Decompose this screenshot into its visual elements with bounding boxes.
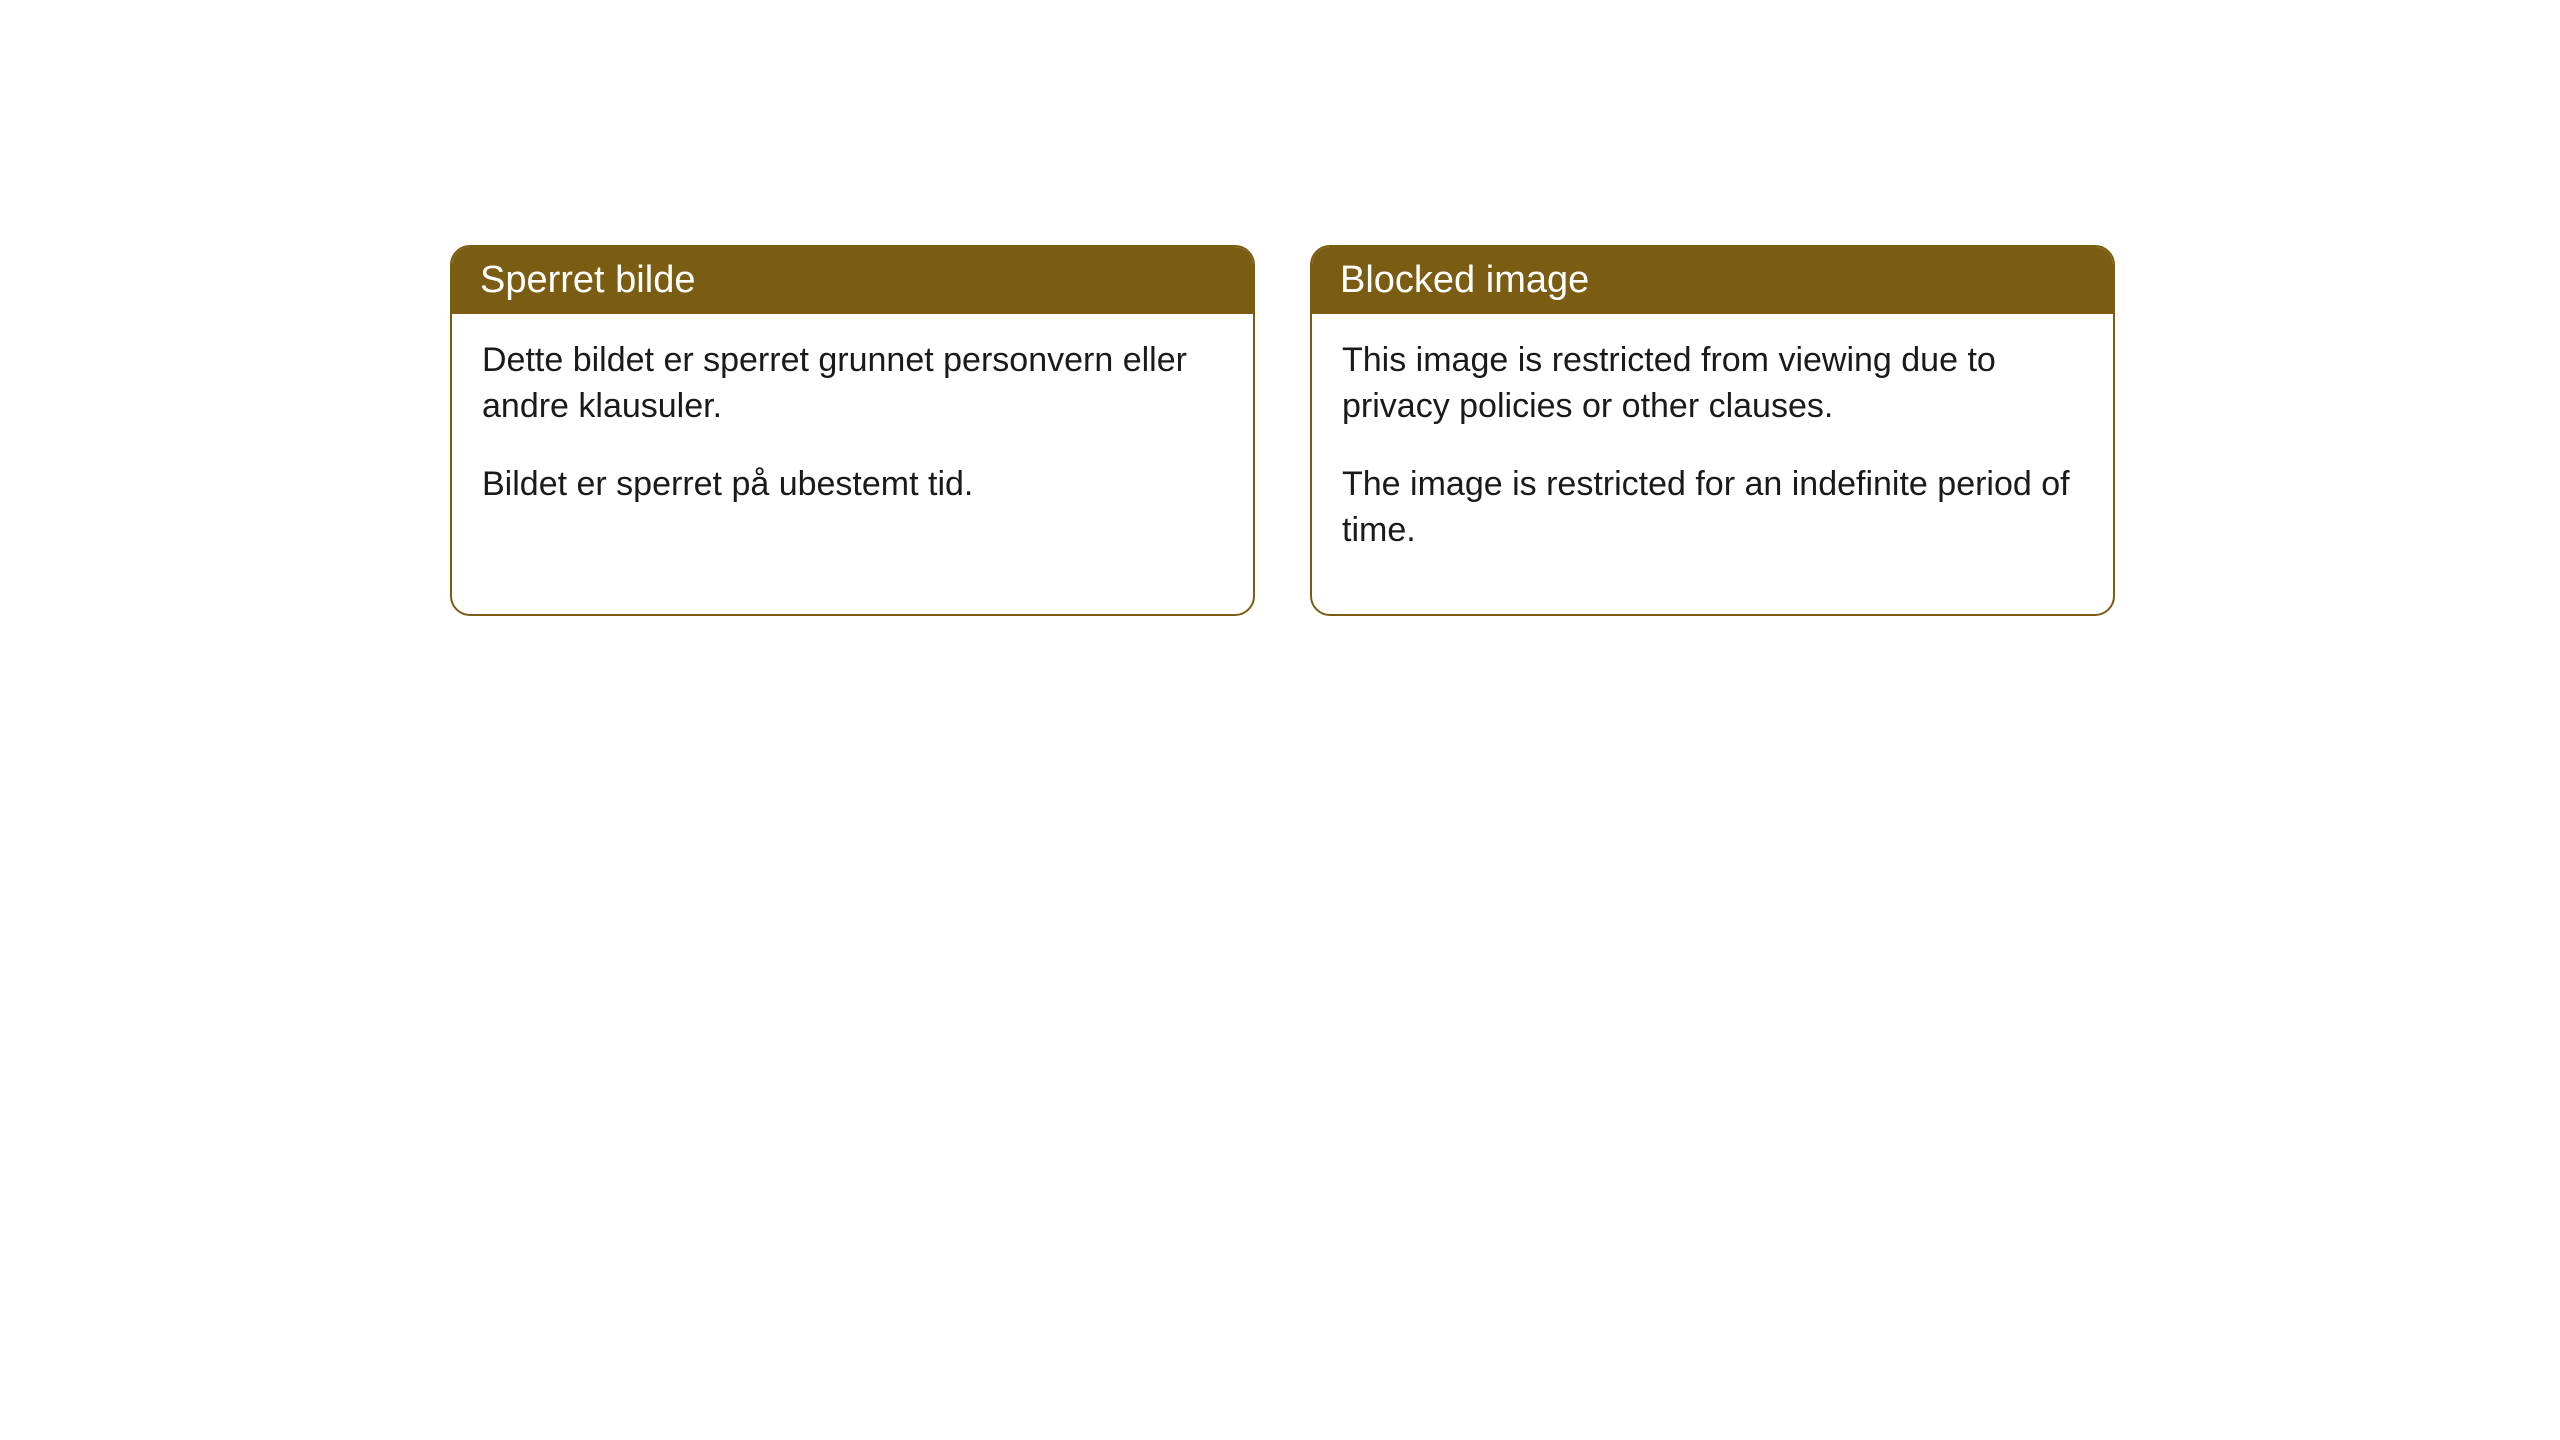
- cards-container: Sperret bilde Dette bildet er sperret gr…: [450, 245, 2115, 616]
- card-paragraph: Dette bildet er sperret grunnet personve…: [482, 338, 1223, 430]
- info-card-norwegian: Sperret bilde Dette bildet er sperret gr…: [450, 245, 1255, 616]
- card-header: Sperret bilde: [452, 247, 1253, 314]
- card-body: Dette bildet er sperret grunnet personve…: [452, 314, 1253, 568]
- card-title: Sperret bilde: [480, 259, 695, 301]
- card-body: This image is restricted from viewing du…: [1312, 314, 2113, 614]
- card-paragraph: Bildet er sperret på ubestemt tid.: [482, 462, 1223, 508]
- card-paragraph: The image is restricted for an indefinit…: [1342, 462, 2083, 554]
- info-card-english: Blocked image This image is restricted f…: [1310, 245, 2115, 616]
- card-header: Blocked image: [1312, 247, 2113, 314]
- card-title: Blocked image: [1340, 259, 1589, 301]
- card-paragraph: This image is restricted from viewing du…: [1342, 338, 2083, 430]
